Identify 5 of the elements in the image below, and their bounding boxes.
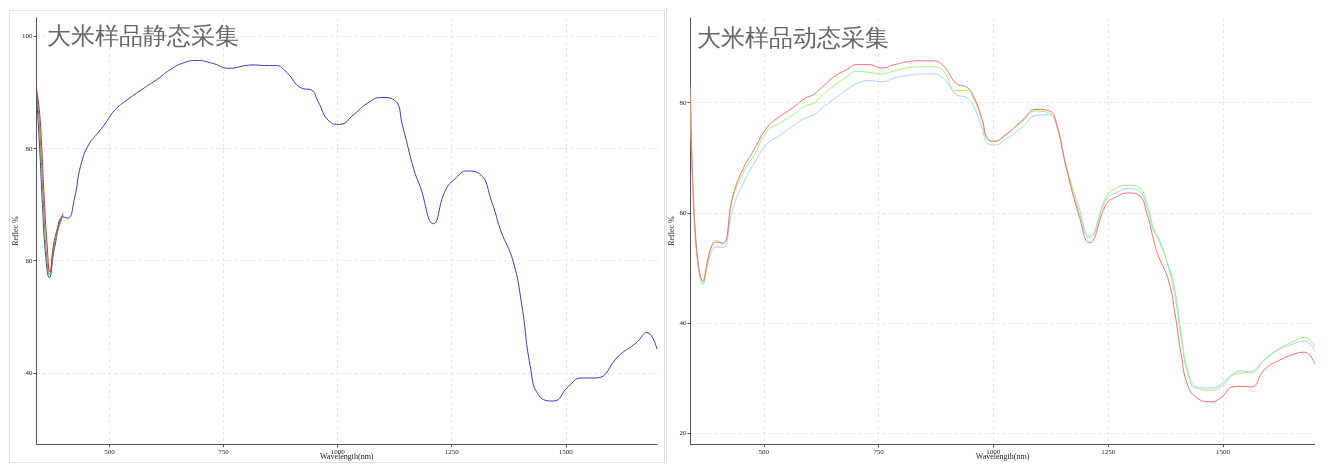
line-series bbox=[36, 59, 658, 402]
y-axis-title: Reflec % bbox=[666, 215, 676, 246]
chart-title: 大米样品静态采集 bbox=[47, 22, 239, 50]
chart-title: 大米样品动态采集 bbox=[697, 24, 889, 52]
y-axis-title: Reflec % bbox=[10, 215, 20, 246]
